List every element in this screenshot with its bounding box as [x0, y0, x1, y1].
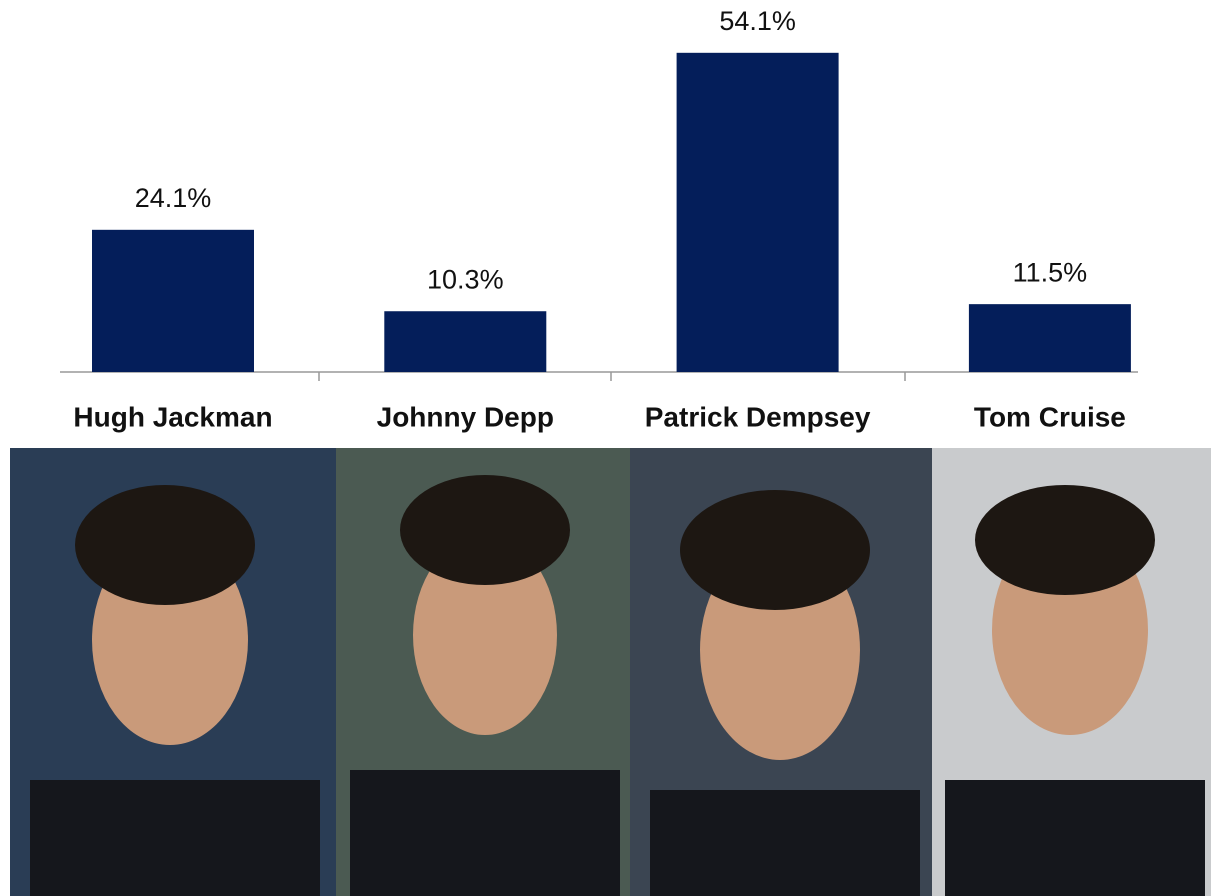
- photo-strip: [10, 448, 1211, 896]
- bar: [92, 229, 254, 372]
- axis-ticks: [318, 372, 906, 381]
- bar: [968, 304, 1131, 372]
- value-label: 11.5%: [1013, 257, 1088, 287]
- x-tick-label: Johnny Depp: [377, 401, 554, 432]
- hair-placeholders: [75, 475, 1155, 610]
- value-label: 10.3%: [427, 264, 504, 294]
- value-label: 24.1%: [135, 183, 212, 213]
- body-placeholders: [30, 770, 1205, 896]
- bar: [676, 52, 839, 373]
- bar: [384, 311, 547, 372]
- x-tick-label: Tom Cruise: [974, 401, 1126, 432]
- value-label: 54.1%: [719, 6, 796, 36]
- x-tick-label: Hugh Jackman: [73, 401, 272, 432]
- x-tick-label: Patrick Dempsey: [645, 401, 871, 432]
